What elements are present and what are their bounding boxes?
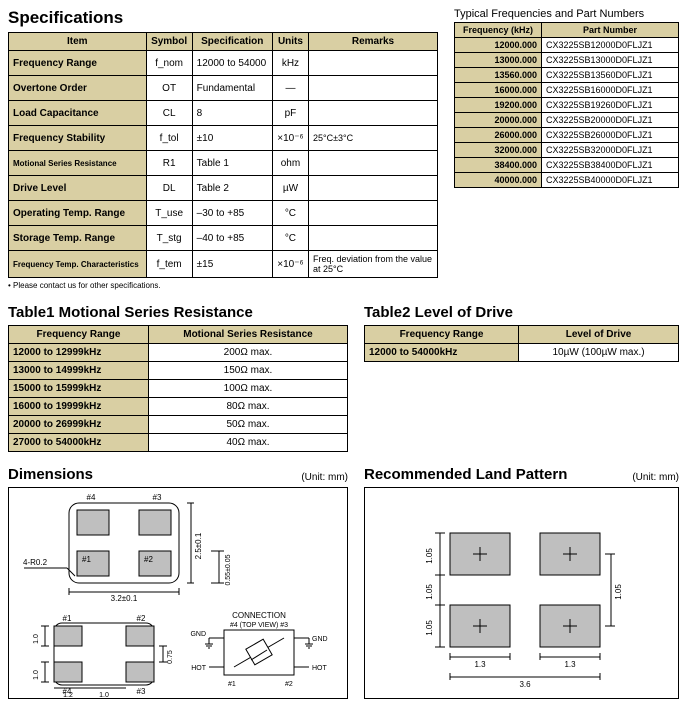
- svg-text:CONNECTION: CONNECTION: [232, 611, 286, 620]
- table-row: 16000 to 19999kHz80Ω max.: [9, 398, 348, 416]
- t2-h1: Level of Drive: [519, 326, 679, 344]
- specs-h1: Symbol: [146, 33, 192, 51]
- table2-title: Table2 Level of Drive: [364, 304, 679, 321]
- specs-note: • Please contact us for other specificat…: [8, 281, 438, 290]
- table-row: 12000 to 54000kHz10µW (100µW max.): [365, 344, 679, 362]
- specs-h4: Remarks: [309, 33, 438, 51]
- table-row: 16000.000CX3225SB16000D0FLJZ1: [455, 83, 679, 98]
- landpattern-diagram: 1.05 1.05 1.05 1.05 1.3: [364, 487, 679, 699]
- table-row: Drive LevelDLTable 2µW: [9, 176, 438, 201]
- table-row: 12000.000CX3225SB12000D0FLJZ1: [455, 38, 679, 53]
- table1-title: Table1 Motional Series Resistance: [8, 304, 348, 321]
- svg-text:#3: #3: [137, 687, 146, 696]
- svg-text:1.3: 1.3: [564, 660, 576, 669]
- svg-text:2.5±0.1: 2.5±0.1: [194, 532, 203, 559]
- specs-title: Specifications: [8, 8, 438, 28]
- table-row: 12000 to 12999kHz200Ω max.: [9, 344, 348, 362]
- landpattern-unit: (Unit: mm): [632, 472, 679, 483]
- table-row: 26000.000CX3225SB26000D0FLJZ1: [455, 128, 679, 143]
- table-row: 19200.000CX3225SB19260D0FLJZ1: [455, 98, 679, 113]
- table-row: Overtone OrderOTFundamental—: [9, 76, 438, 101]
- table-row: 13000 to 14999kHz150Ω max.: [9, 362, 348, 380]
- svg-text:3.2±0.1: 3.2±0.1: [111, 594, 138, 603]
- table-row: Frequency Stabilityf_tol±10×10⁻⁶25°C±3°C: [9, 126, 438, 151]
- table-row: 20000.000CX3225SB20000D0FLJZ1: [455, 113, 679, 128]
- svg-text:HOT: HOT: [312, 665, 328, 672]
- svg-text:#4 (TOP VIEW) #3: #4 (TOP VIEW) #3: [230, 622, 288, 629]
- freqparts-table: Frequency (kHz) Part Number 12000.000CX3…: [454, 22, 679, 188]
- svg-text:#1: #1: [63, 614, 72, 623]
- table-row: Frequency Temp. Characteristicsf_tem±15×…: [9, 251, 438, 278]
- t2-h0: Frequency Range: [365, 326, 519, 344]
- svg-text:#4: #4: [87, 493, 96, 502]
- specs-h3: Units: [272, 33, 308, 51]
- table-row: 20000 to 26999kHz50Ω max.: [9, 416, 348, 434]
- specs-h0: Item: [9, 33, 147, 51]
- svg-text:#1: #1: [228, 681, 236, 688]
- svg-text:3.6: 3.6: [519, 680, 531, 689]
- table-row: 27000 to 54000kHz40Ω max.: [9, 434, 348, 452]
- table-row: Motional Series ResistanceR1Table 1ohm: [9, 151, 438, 176]
- table1: Frequency Range Motional Series Resistan…: [8, 325, 348, 452]
- svg-text:1.3: 1.3: [474, 660, 486, 669]
- table-row: 13560.000CX3225SB13560D0FLJZ1: [455, 68, 679, 83]
- svg-text:GND: GND: [312, 636, 328, 643]
- table-row: 32000.000CX3225SB32000D0FLJZ1: [455, 143, 679, 158]
- svg-text:1.05: 1.05: [425, 620, 434, 636]
- svg-text:1.05: 1.05: [425, 548, 434, 564]
- specs-h2: Specification: [192, 33, 272, 51]
- t1-h1: Motional Series Resistance: [148, 326, 347, 344]
- table-row: 15000 to 15999kHz100Ω max.: [9, 380, 348, 398]
- svg-text:HOT: HOT: [191, 665, 207, 672]
- svg-text:#2: #2: [285, 681, 293, 688]
- svg-text:#2: #2: [137, 614, 146, 623]
- table-row: 38400.000CX3225SB38400D0FLJZ1: [455, 158, 679, 173]
- table-row: Operating Temp. RangeT_use–30 to +85°C: [9, 201, 438, 226]
- table-row: Frequency Rangef_nom12000 to 54000kHz: [9, 51, 438, 76]
- svg-text:1.0: 1.0: [99, 692, 109, 698]
- svg-text:1.05: 1.05: [614, 584, 623, 600]
- svg-text:4-R0.2: 4-R0.2: [23, 558, 48, 567]
- svg-text:0.55±0.05: 0.55±0.05: [225, 554, 232, 585]
- svg-text:1.0: 1.0: [33, 670, 40, 680]
- svg-text:#2: #2: [144, 555, 153, 564]
- dimensions-unit: (Unit: mm): [301, 472, 348, 483]
- specs-table: Item Symbol Specification Units Remarks …: [8, 32, 438, 278]
- svg-text:GND: GND: [190, 631, 206, 638]
- svg-text:#1: #1: [82, 555, 91, 564]
- dimensions-title: Dimensions (Unit: mm): [8, 466, 348, 483]
- dimensions-diagram: #4 #3 #1 #2 2.5±0.1 4-R0.2 3.2±0.1: [8, 487, 348, 699]
- svg-text:0.75: 0.75: [167, 650, 174, 664]
- table-row: 13000.000CX3225SB13000D0FLJZ1: [455, 53, 679, 68]
- fp-h0: Frequency (kHz): [455, 23, 542, 38]
- svg-text:1.0: 1.0: [33, 634, 40, 644]
- svg-text:1.2: 1.2: [63, 692, 73, 698]
- landpattern-title: Recommended Land Pattern (Unit: mm): [364, 466, 679, 483]
- table-row: 40000.000CX3225SB40000D0FLJZ1: [455, 173, 679, 188]
- svg-text:#3: #3: [153, 493, 162, 502]
- freqparts-title: Typical Frequencies and Part Numbers: [454, 8, 679, 20]
- svg-text:1.05: 1.05: [425, 584, 434, 600]
- table-row: Load CapacitanceCL8pF: [9, 101, 438, 126]
- table2: Frequency Range Level of Drive 12000 to …: [364, 325, 679, 362]
- fp-h1: Part Number: [542, 23, 679, 38]
- t1-h0: Frequency Range: [9, 326, 149, 344]
- table-row: Storage Temp. RangeT_stg–40 to +85°C: [9, 226, 438, 251]
